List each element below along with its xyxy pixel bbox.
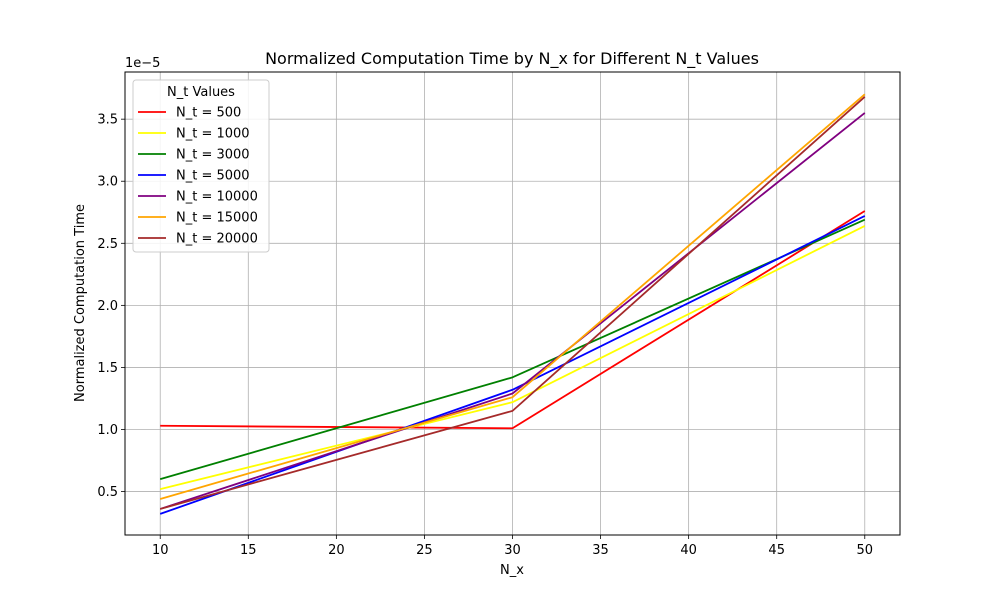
x-tick-label: 20 — [328, 543, 345, 558]
series-line-6 — [159, 96, 866, 510]
y-tick-label: 0.5 — [97, 485, 118, 500]
series-line-1 — [160, 225, 866, 490]
y-tick-label: 3.0 — [97, 175, 118, 190]
y-tick-label: 2.5 — [97, 237, 118, 252]
y-tick-label: 2.0 — [97, 299, 118, 314]
x-tick-label: 30 — [504, 543, 521, 558]
x-tick-label: 40 — [680, 543, 697, 558]
y-axis-offset-label: 1e−5 — [125, 56, 160, 71]
x-axis-ticks: 10 15 20 25 30 35 40 45 50 — [152, 535, 873, 558]
x-tick-label: 45 — [768, 543, 785, 558]
legend-box — [132, 79, 270, 253]
chart-title: Normalized Computation Time by N_x for D… — [265, 49, 759, 69]
series-line-2 — [159, 218, 866, 481]
x-tick-label: 25 — [416, 543, 433, 558]
series-line-0 — [160, 210, 866, 430]
series-line-5 — [159, 93, 866, 500]
legend-title: N_t Values — [167, 85, 235, 100]
y-axis-label: Normalized Computation Time — [73, 204, 88, 402]
legend-entry-label: N_t = 500 — [176, 106, 241, 121]
y-tick-label: 1.0 — [97, 423, 118, 438]
y-tick-label: 3.5 — [97, 113, 118, 128]
legend-entry-label: N_t = 10000 — [176, 190, 258, 205]
legend-entry-label: N_t = 5000 — [176, 169, 250, 184]
series-lines — [159, 93, 866, 515]
legend-entry-label: N_t = 3000 — [176, 148, 250, 163]
x-tick-label: 10 — [152, 543, 169, 558]
y-tick-label: 1.5 — [97, 361, 118, 376]
x-tick-label: 15 — [240, 543, 257, 558]
y-axis-ticks: 0.5 1.0 1.5 2.0 2.5 3.0 3.5 — [97, 113, 125, 500]
legend: N_t Values N_t = 500 N_t = 1000 N_t = 3000… — [132, 79, 270, 253]
legend-entry-label: N_t = 15000 — [176, 211, 258, 226]
x-tick-label: 50 — [856, 543, 873, 558]
legend-entry-label: N_t = 1000 — [176, 127, 250, 142]
series-line-4 — [159, 112, 866, 510]
x-axis-label: N_x — [500, 563, 524, 578]
series-line-3 — [159, 215, 866, 515]
x-tick-label: 35 — [592, 543, 609, 558]
legend-entry-label: N_t = 20000 — [176, 232, 258, 247]
